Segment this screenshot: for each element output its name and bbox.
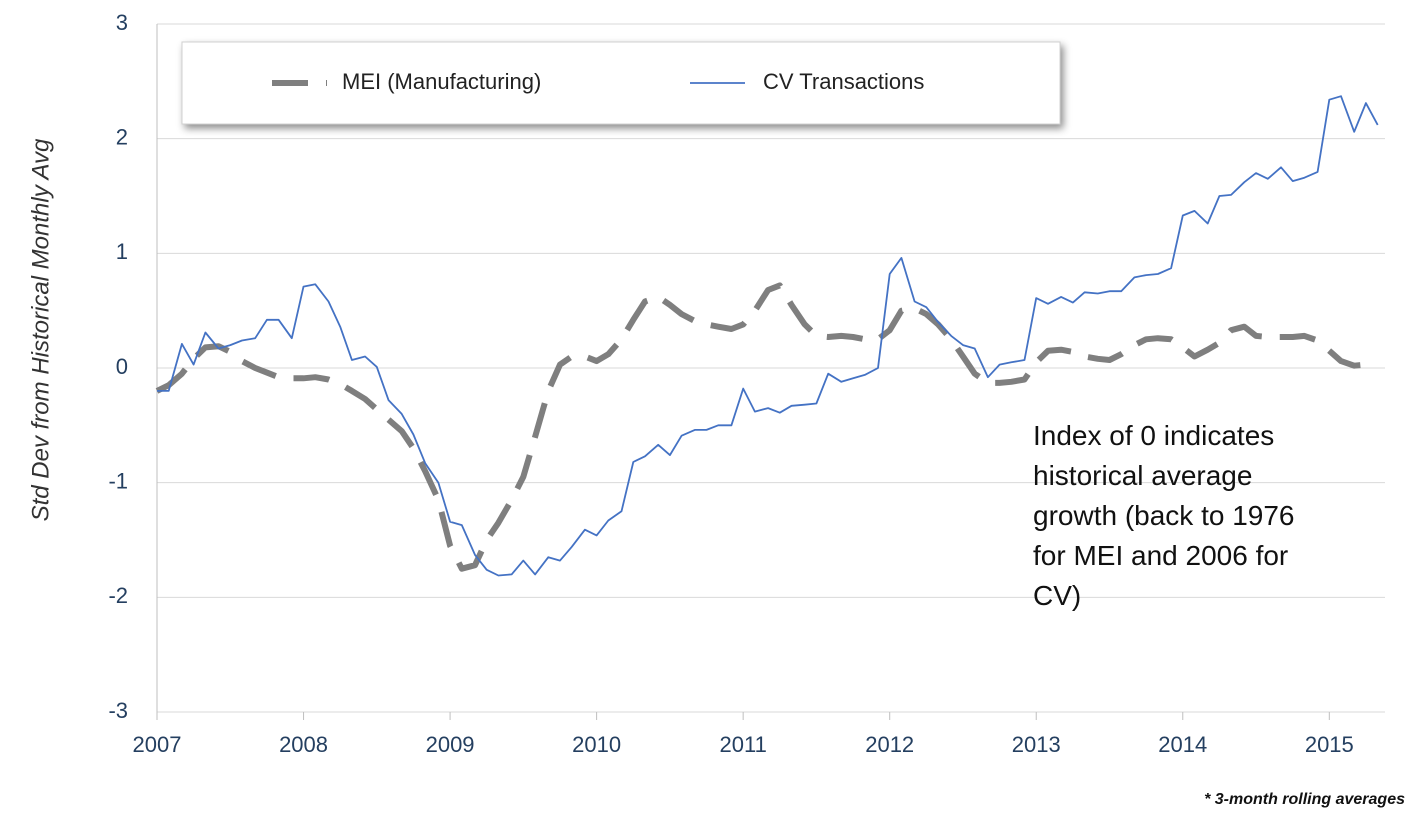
y-tick-label: 2 bbox=[116, 124, 128, 149]
y-axis-label: Std Dev from Historical Monthly Avg bbox=[27, 138, 54, 521]
x-tick-label: 2011 bbox=[720, 732, 767, 757]
annotation: Index of 0 indicates historical average … bbox=[1033, 420, 1295, 611]
x-tick-label: 2007 bbox=[133, 732, 182, 757]
legend-box bbox=[181, 41, 1061, 125]
legend-label: MEI (Manufacturing) bbox=[342, 69, 541, 94]
y-tick-label: 1 bbox=[116, 239, 128, 264]
x-tick-label: 2009 bbox=[426, 732, 475, 757]
x-tick-label: 2008 bbox=[279, 732, 328, 757]
series-line bbox=[155, 282, 1379, 572]
x-tick-label: 2015 bbox=[1305, 732, 1354, 757]
y-tick-label: -2 bbox=[108, 583, 128, 608]
x-tick-label: 2010 bbox=[572, 732, 621, 757]
x-tick-label: 2012 bbox=[865, 732, 914, 757]
legend: MEI (Manufacturing) CV Transactions bbox=[181, 41, 1061, 125]
series-line bbox=[157, 95, 1379, 577]
y-tick-label: 0 bbox=[116, 354, 128, 379]
y-tick-label: -1 bbox=[108, 468, 128, 493]
y-tick-label: -3 bbox=[108, 698, 128, 723]
x-tick-label: 2014 bbox=[1158, 732, 1207, 757]
legend-label: CV Transactions bbox=[763, 69, 924, 94]
footnote: * 3-month rolling averages bbox=[1204, 791, 1405, 808]
x-tick-label: 2013 bbox=[1012, 732, 1061, 757]
y-tick-label: 3 bbox=[116, 10, 128, 35]
